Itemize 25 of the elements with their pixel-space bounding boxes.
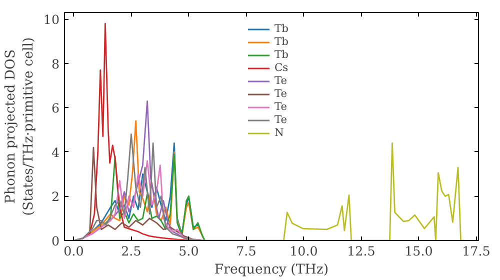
y-tick-label: 0 xyxy=(51,234,60,248)
legend-label: Cs xyxy=(274,61,290,74)
x-tick-label: 15.0 xyxy=(404,244,433,258)
x-tick-label: 12.5 xyxy=(347,244,376,258)
x-tick-label: 7.5 xyxy=(236,244,256,258)
x-tick-label: 2.5 xyxy=(121,244,142,258)
x-axis-title: Frequency (THz) xyxy=(214,262,329,278)
y-axis-title: Phonon projected DOS (States/THz·primitive cell) xyxy=(3,37,36,216)
legend-label: Tb xyxy=(274,35,290,48)
x-tick-label: 5.0 xyxy=(178,244,199,258)
legend-label: Te xyxy=(274,113,288,126)
legend-label: Te xyxy=(274,87,288,100)
legend-label: Te xyxy=(274,100,288,113)
x-tick-label: 17.5 xyxy=(462,244,490,258)
legend-label: Tb xyxy=(274,22,290,35)
legend-label: Tb xyxy=(274,48,290,61)
y-tick-label: 8 xyxy=(51,56,60,72)
legend-label: N xyxy=(274,126,285,139)
y-tick-label: 2 xyxy=(51,189,60,204)
x-tick-label: 0.0 xyxy=(64,244,84,258)
y-tick-label: 6 xyxy=(51,100,60,116)
y-tick-label: 4 xyxy=(51,144,60,160)
legend-label: Te xyxy=(274,74,288,87)
x-tick-label: 10.0 xyxy=(290,244,318,258)
y-tick-label: 10 xyxy=(43,12,60,28)
